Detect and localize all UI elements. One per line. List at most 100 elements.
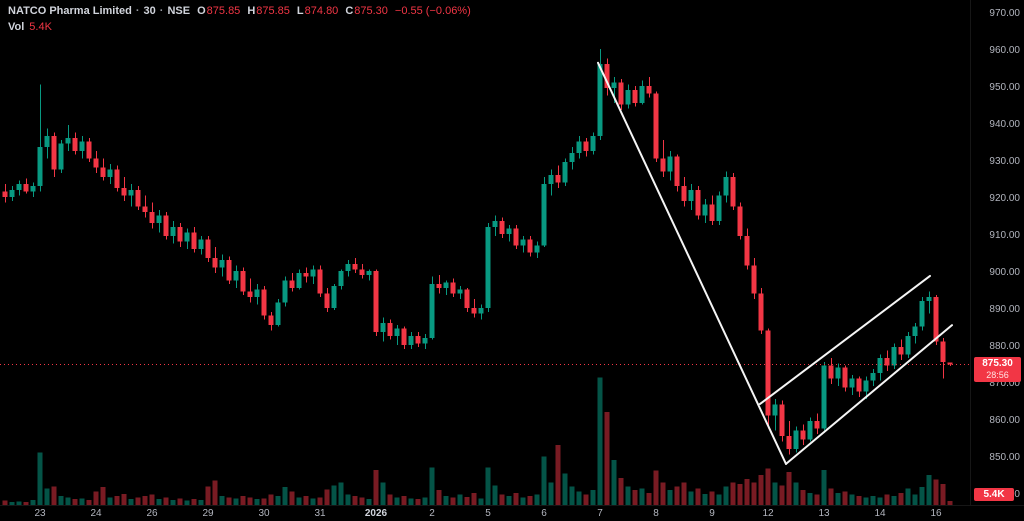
open-label: O	[197, 5, 206, 17]
candle-body	[751, 265, 757, 294]
price-tick-label: 940.00	[989, 119, 1020, 130]
candle-body	[114, 169, 120, 188]
bar-countdown: 28:56	[986, 370, 1009, 381]
candle-body	[646, 86, 652, 94]
chart-canvas[interactable]	[0, 0, 970, 505]
volume-bar	[394, 497, 400, 505]
volume-bar	[919, 487, 925, 505]
volume-bar	[310, 498, 316, 505]
volume-bar	[128, 499, 134, 505]
volume-bar	[93, 491, 99, 505]
volume-bar	[233, 498, 239, 505]
volume-bar	[2, 500, 8, 505]
volume-bar	[170, 499, 176, 505]
volume-bar	[604, 412, 610, 505]
candle-body	[590, 136, 596, 151]
volume-bar	[751, 482, 757, 505]
candle-body	[842, 367, 848, 388]
volume-bar	[933, 479, 939, 505]
candle-body	[443, 282, 449, 288]
volume-bar	[380, 482, 386, 505]
volume-bar	[401, 496, 407, 505]
price-axis[interactable]: 875.30 28:56 5.4K 970.00 960.00 950.00 940.…	[970, 0, 1024, 505]
candle-body	[86, 141, 92, 159]
volume-bar	[667, 490, 673, 505]
volume-bar	[471, 493, 477, 505]
volume-bar	[926, 475, 932, 505]
volume-bar	[37, 452, 43, 505]
candle-body	[310, 269, 316, 277]
volume-bar	[289, 491, 295, 505]
candle-body	[695, 189, 701, 216]
volume-bar	[863, 497, 869, 505]
separator-dot: ·	[135, 5, 140, 17]
candle-body	[513, 228, 519, 246]
symbol-name[interactable]: NATCO Pharma Limited	[8, 5, 132, 17]
volume-bar	[877, 497, 883, 505]
volume-bar	[891, 496, 897, 505]
candle-body	[807, 421, 813, 440]
candle-body	[282, 280, 288, 303]
volume-bar	[562, 473, 568, 505]
downtrend-line[interactable]	[597, 61, 787, 465]
low-value: 874.80	[304, 5, 339, 17]
channel-lower-line[interactable]	[785, 324, 953, 465]
volume-bar	[912, 494, 918, 505]
candle-body	[891, 347, 897, 366]
candle-body	[471, 308, 477, 314]
candle-body	[9, 189, 15, 198]
volume-bar	[177, 498, 183, 505]
volume-bar	[457, 494, 463, 505]
candle-body	[723, 176, 729, 196]
candle-body	[107, 169, 113, 177]
volume-bar	[163, 497, 169, 505]
candle-body	[849, 378, 855, 388]
volume-bar	[821, 469, 827, 505]
volume-bar	[268, 494, 274, 505]
volume-bar	[590, 490, 596, 505]
candle-body	[611, 82, 617, 88]
candle-body	[947, 362, 953, 365]
candle-body	[730, 176, 736, 207]
volume-bar	[443, 496, 449, 505]
symbol-legend: NATCO Pharma Limited · 30 · NSE O875.85 H875.8…	[8, 5, 471, 33]
volume-bar	[114, 496, 120, 505]
candle-body	[667, 156, 673, 172]
volume-bar	[898, 493, 904, 505]
price-tick-label: 950.00	[989, 82, 1020, 93]
candle-body	[555, 174, 561, 183]
volume-value: 5.4K	[29, 21, 52, 33]
time-tick-label: 6	[541, 508, 547, 519]
candle-body	[296, 273, 302, 288]
time-axis[interactable]: 23 24 26 29 30 31 2026 2 5 6 7 8 9 12 13 14 16	[0, 505, 1024, 521]
volume-bar	[156, 499, 162, 505]
interval-value[interactable]: 30	[143, 5, 156, 17]
volume-bar	[548, 482, 554, 505]
time-tick-label: 2	[429, 508, 435, 519]
candle-body	[758, 293, 764, 331]
candle-body	[821, 365, 827, 429]
candle-body	[709, 204, 715, 222]
candle-body	[226, 260, 232, 281]
volume-bar	[541, 456, 547, 505]
channel-upper-line[interactable]	[759, 274, 931, 405]
candle-body	[674, 156, 680, 187]
candle-body	[457, 289, 463, 294]
volume-bar	[450, 497, 456, 505]
volume-bar	[338, 482, 344, 505]
volume-bar	[800, 490, 806, 505]
time-tick-label: 13	[818, 508, 830, 519]
volume-bar	[744, 478, 750, 505]
candle-body	[933, 297, 939, 342]
candle-body	[408, 335, 414, 346]
volume-bar	[100, 487, 106, 505]
volume-bar	[58, 496, 64, 505]
candle-body	[156, 215, 162, 224]
chart-pane[interactable]: NATCO Pharma Limited · 30 · NSE O875.85 H875.8…	[0, 0, 970, 505]
volume-bar	[191, 499, 197, 505]
candle-body	[352, 263, 358, 270]
price-tick-label: 920.00	[989, 193, 1020, 204]
volume-bar	[387, 494, 393, 505]
candle-body	[583, 141, 589, 151]
